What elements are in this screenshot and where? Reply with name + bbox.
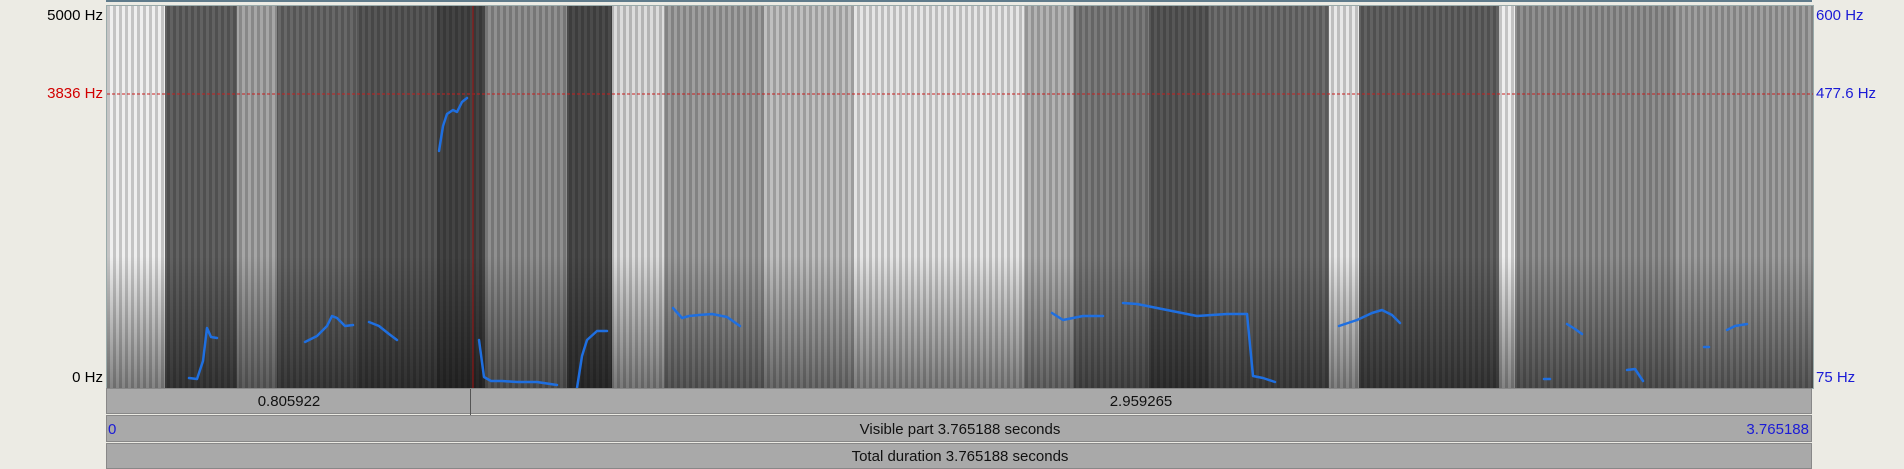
visible-end-time: 3.765188: [1746, 421, 1809, 438]
right-segment-duration[interactable]: 2.959265: [1109, 393, 1173, 410]
selection-bar[interactable]: 0.805922 2.959265: [106, 388, 1812, 415]
total-duration-label: Total duration 3.765188 seconds: [851, 448, 1069, 465]
window-top-line: [106, 0, 1812, 4]
spectrogram-view[interactable]: [106, 5, 1814, 389]
pitch-cursor-label: 477.6 Hz: [1816, 85, 1877, 102]
pitch-bottom-label: 75 Hz: [1816, 369, 1856, 386]
spectrogram-svg: [107, 6, 1813, 388]
visible-part-bar[interactable]: 0 Visible part 3.765188 seconds 3.765188: [106, 415, 1812, 442]
total-duration-bar[interactable]: Total duration 3.765188 seconds: [106, 443, 1812, 469]
pitch-top-label: 600 Hz: [1816, 7, 1864, 24]
pitch-track: [187, 96, 1749, 388]
freq-cursor-label: 3836 Hz: [47, 85, 103, 102]
left-segment-duration[interactable]: 0.805922: [257, 393, 321, 410]
spectrogram-low-band: [107, 256, 1813, 388]
visible-start-time: 0: [108, 421, 117, 438]
freq-bottom-label: 0 Hz: [72, 369, 103, 386]
freq-top-label: 5000 Hz: [47, 7, 103, 24]
selection-divider: [470, 389, 471, 415]
visible-part-label: Visible part 3.765188 seconds: [859, 421, 1061, 438]
